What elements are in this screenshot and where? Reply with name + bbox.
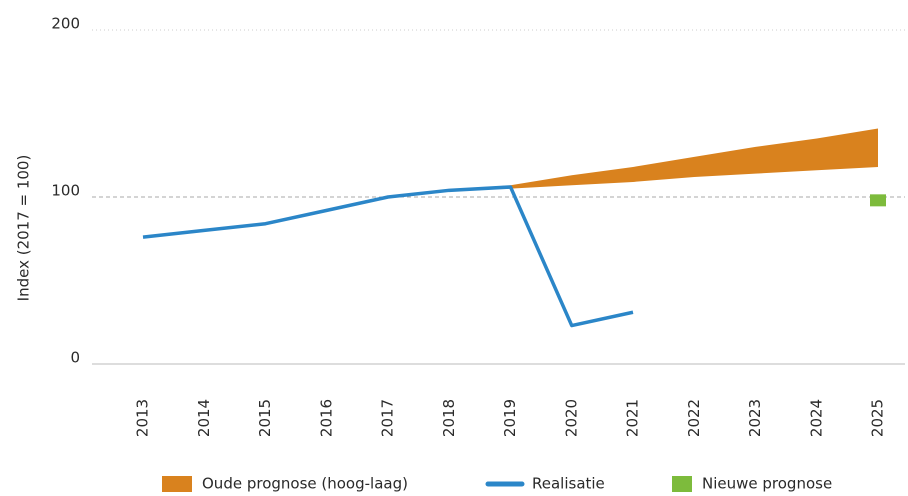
y-tick-label: 100 bbox=[51, 182, 80, 200]
x-tick-label: 2018 bbox=[440, 399, 458, 437]
legend-label: Nieuwe prognose bbox=[702, 475, 832, 493]
x-tick-label: 2022 bbox=[685, 399, 703, 437]
y-tick-label: 0 bbox=[70, 349, 80, 367]
x-tick-label: 2017 bbox=[379, 399, 397, 437]
legend-swatch bbox=[162, 476, 192, 492]
x-tick-label: 2021 bbox=[624, 399, 642, 437]
y-axis-label: Index (2017 = 100) bbox=[15, 155, 33, 302]
x-tick-label: 2015 bbox=[256, 399, 274, 437]
x-tick-label: 2019 bbox=[501, 399, 519, 437]
x-tick-label: 2024 bbox=[807, 399, 825, 437]
line bbox=[142, 185, 634, 328]
x-tick-label: 2023 bbox=[746, 399, 764, 437]
forecast-band bbox=[449, 128, 878, 191]
y-tick-label: 200 bbox=[51, 15, 80, 33]
legend-label: Oude prognose (hoog-laag) bbox=[202, 475, 408, 493]
x-tick-label: 2014 bbox=[195, 399, 213, 437]
x-tick-label: 2020 bbox=[562, 399, 580, 437]
legend-label: Realisatie bbox=[532, 475, 605, 493]
x-tick-label: 2016 bbox=[317, 399, 335, 437]
legend-swatch bbox=[672, 476, 692, 492]
marker bbox=[870, 194, 886, 207]
x-tick-label: 2025 bbox=[869, 399, 887, 437]
x-tick-label: 2013 bbox=[134, 399, 152, 437]
